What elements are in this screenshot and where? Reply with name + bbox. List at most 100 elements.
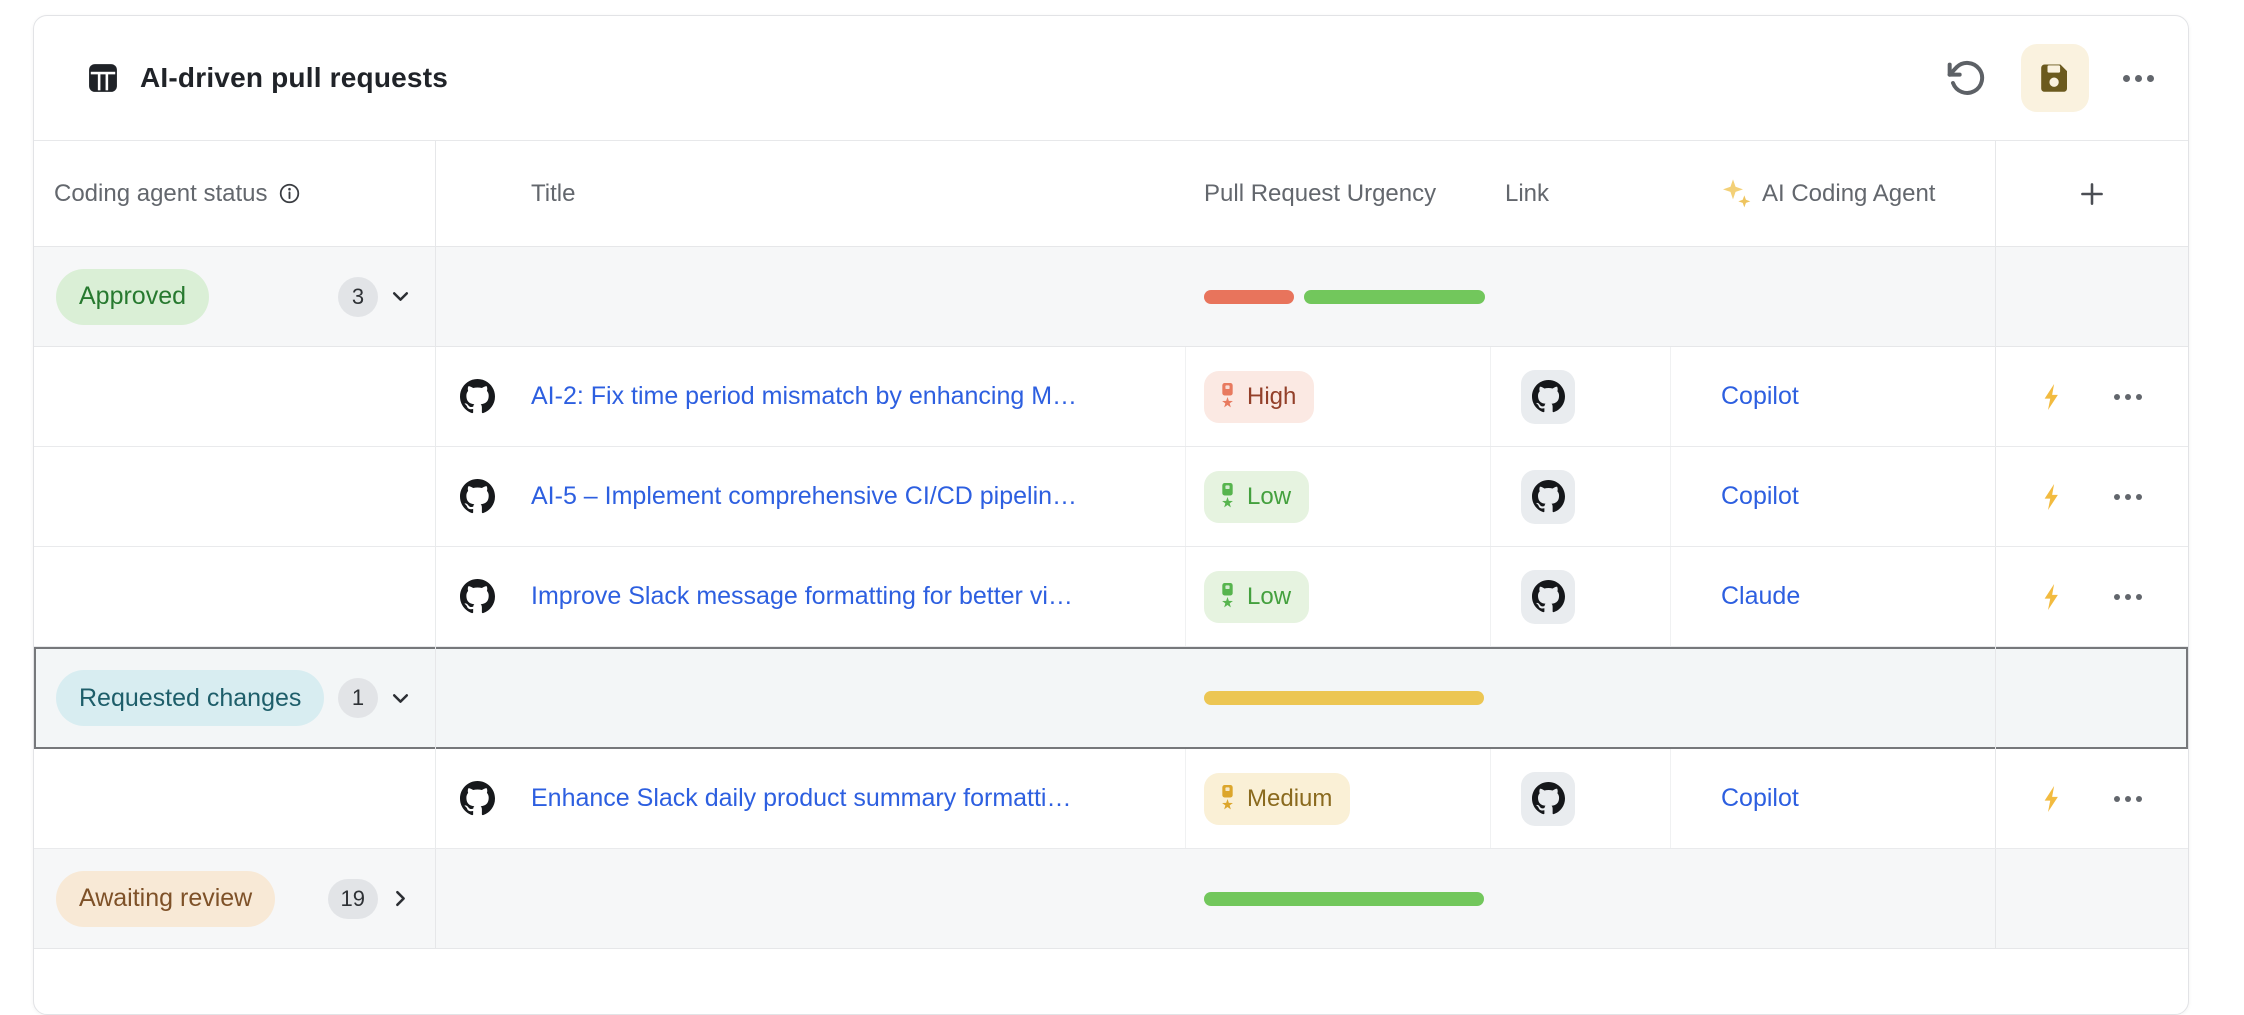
urgency-cell[interactable]: Low: [1186, 547, 1491, 646]
group-filler-cell: [1995, 849, 2188, 948]
status-cell[interactable]: [34, 347, 436, 446]
github-icon: [1531, 782, 1565, 815]
undo-button[interactable]: [1947, 58, 1987, 98]
lightning-bolt-icon[interactable]: [2038, 784, 2068, 814]
pr-title-link[interactable]: Improve Slack message formatting for bet…: [531, 582, 1073, 610]
title-cell[interactable]: AI-2: Fix time period mismatch by enhanc…: [436, 347, 1186, 446]
link-cell[interactable]: [1491, 547, 1671, 646]
save-icon: [2041, 64, 2067, 92]
column-header-title[interactable]: Title: [436, 141, 1186, 246]
lightning-bolt-icon[interactable]: [2038, 582, 2068, 612]
title-cell[interactable]: Enhance Slack daily product summary form…: [436, 749, 1186, 848]
github-link-button[interactable]: [1521, 771, 1575, 826]
title-cell[interactable]: AI-5 – Implement comprehensive CI/CD pip…: [436, 447, 1186, 546]
column-header-urgency[interactable]: Pull Request Urgency: [1186, 141, 1491, 246]
urgency-cell[interactable]: High: [1186, 347, 1491, 446]
github-icon: [460, 479, 495, 514]
agent-link[interactable]: Copilot: [1721, 382, 1799, 410]
row-menu-icon[interactable]: [2114, 493, 2142, 500]
lightning-bolt-icon[interactable]: [2038, 382, 2068, 412]
group-count: 19: [327, 878, 378, 919]
group-status-cell[interactable]: Awaiting review 19: [34, 849, 436, 948]
header-actions: [1947, 44, 2154, 112]
urgency-badge: Medium: [1204, 772, 1351, 825]
agent-cell[interactable]: Copilot: [1671, 347, 1996, 446]
more-options-button[interactable]: [2123, 74, 2154, 82]
column-header-link[interactable]: Link: [1491, 141, 1671, 246]
column-label: Coding agent status: [54, 179, 268, 207]
add-field-button[interactable]: [1996, 141, 2188, 246]
status-badge: Approved: [56, 268, 210, 325]
link-cell[interactable]: [1491, 447, 1671, 546]
table-row[interactable]: AI-2: Fix time period mismatch by enhanc…: [34, 347, 2188, 447]
chevron-down-icon[interactable]: [390, 286, 411, 307]
agent-cell[interactable]: Copilot: [1671, 749, 1996, 848]
agent-link[interactable]: Copilot: [1721, 784, 1799, 812]
column-header-agent[interactable]: AI Coding Agent: [1671, 141, 1996, 246]
group-filler-cell: [1995, 647, 2188, 749]
plus-icon: [2081, 182, 2103, 205]
save-button[interactable]: [2021, 44, 2089, 112]
pr-title-link[interactable]: Enhance Slack daily product summary form…: [531, 784, 1072, 812]
pr-title-link[interactable]: AI-5 – Implement comprehensive CI/CD pip…: [531, 482, 1078, 510]
sparkles-icon: [1723, 178, 1751, 207]
github-icon: [1531, 380, 1565, 413]
agent-cell[interactable]: Copilot: [1671, 447, 1996, 546]
status-cell[interactable]: [34, 447, 436, 546]
urgency-badge: High: [1204, 370, 1315, 423]
agent-link[interactable]: Claude: [1721, 582, 1801, 610]
row-menu-icon[interactable]: [2114, 795, 2142, 802]
group-status-cell[interactable]: Approved 3: [34, 247, 436, 346]
medal-icon: [1222, 785, 1233, 810]
group-filler-cell: [1995, 247, 2188, 346]
group-urgency-summary: [436, 849, 1996, 948]
title-cell[interactable]: Improve Slack message formatting for bet…: [436, 547, 1186, 646]
github-link-button[interactable]: [1521, 469, 1575, 524]
group-row-awaiting-review: Awaiting review 19: [34, 849, 2188, 949]
medal-icon: [1222, 483, 1233, 508]
group-urgency-summary: [436, 247, 1996, 346]
row-actions-cell: [1996, 749, 2188, 848]
column-label: Link: [1505, 179, 1550, 207]
pr-title-link[interactable]: AI-2: Fix time period mismatch by enhanc…: [531, 382, 1078, 410]
table-row[interactable]: Enhance Slack daily product summary form…: [34, 749, 2188, 849]
row-actions-cell: [1996, 547, 2188, 646]
row-menu-icon[interactable]: [2114, 393, 2142, 400]
table-row[interactable]: Improve Slack message formatting for bet…: [34, 547, 2188, 647]
column-label: Pull Request Urgency: [1204, 179, 1437, 207]
link-cell[interactable]: [1491, 749, 1671, 848]
urgency-badge: Low: [1204, 570, 1310, 623]
table-icon: [89, 64, 117, 92]
chevron-right-icon[interactable]: [390, 888, 411, 909]
row-menu-icon[interactable]: [2114, 593, 2142, 600]
row-actions-cell: [1996, 447, 2188, 546]
status-cell[interactable]: [34, 547, 436, 646]
urgency-cell[interactable]: Medium: [1186, 749, 1491, 848]
group-row-requested-changes: Requested changes 1: [34, 647, 2188, 749]
column-header-status[interactable]: Coding agent status: [34, 141, 436, 246]
chevron-down-icon[interactable]: [390, 688, 411, 709]
agent-link[interactable]: Copilot: [1721, 482, 1799, 510]
group-status-cell[interactable]: Requested changes 1: [34, 647, 436, 749]
page-title: AI-driven pull requests: [140, 62, 448, 93]
github-link-button[interactable]: [1521, 369, 1575, 424]
github-link-button[interactable]: [1521, 569, 1575, 624]
info-icon[interactable]: [278, 182, 301, 205]
urgency-cell[interactable]: Low: [1186, 447, 1491, 546]
table-row[interactable]: AI-5 – Implement comprehensive CI/CD pip…: [34, 447, 2188, 547]
github-icon: [460, 781, 495, 816]
github-icon: [460, 379, 495, 414]
status-badge: Awaiting review: [56, 870, 276, 927]
medal-icon: [1222, 583, 1233, 608]
lightning-bolt-icon[interactable]: [2038, 482, 2068, 512]
ellipsis-icon: [2123, 74, 2154, 82]
github-icon: [1531, 480, 1565, 513]
status-cell[interactable]: [34, 749, 436, 848]
column-label: AI Coding Agent: [1762, 179, 1936, 207]
urgency-distribution-bar: [1204, 289, 1485, 304]
github-icon: [460, 579, 495, 614]
urgency-distribution-bar: [1204, 891, 1484, 906]
link-cell[interactable]: [1491, 347, 1671, 446]
agent-cell[interactable]: Claude: [1671, 547, 1996, 646]
table-card: AI-driven pull requests Co: [33, 15, 2189, 1015]
